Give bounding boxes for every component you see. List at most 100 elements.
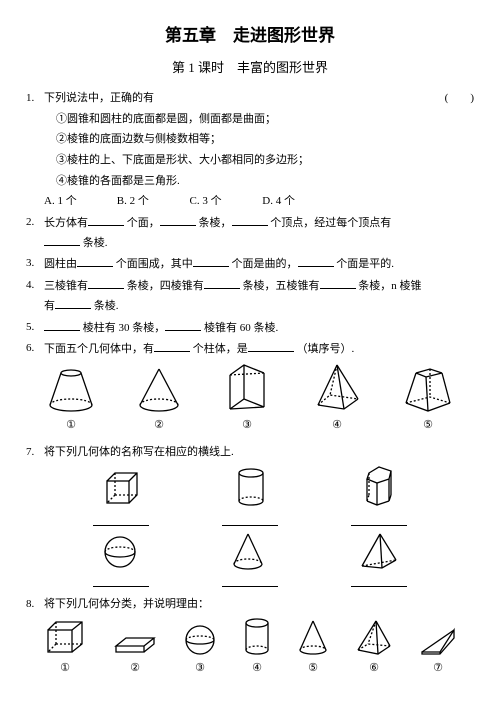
fig-label-2: ② (134, 416, 184, 435)
blank (93, 574, 149, 587)
q2-a: 长方体有 (44, 217, 88, 229)
q5-b: 棱柱有 30 条棱， (83, 322, 166, 334)
fig8-cylinder: ④ (242, 616, 272, 678)
fig8-label-6: ⑥ (354, 659, 394, 678)
fig-label-4: ④ (310, 416, 364, 435)
q7-shapes-row2 (26, 530, 474, 572)
fig8-pyramid: ⑥ (354, 618, 394, 678)
fig-triangular-prism: ③ (220, 361, 274, 435)
blank (88, 276, 124, 289)
blank (204, 276, 240, 289)
q5-c: 棱锥有 60 条棱. (204, 322, 278, 334)
question-4: 4. 三棱锥有 条棱，四棱锥有 条棱，五棱锥有 条棱，n 棱锥 有 条棱. (26, 276, 474, 315)
fig8-label-3: ③ (182, 659, 218, 678)
question-3: 3. 圆柱由 个面围成，其中 个面是曲的， 个面是平的. (26, 254, 474, 274)
q1-choices: A. 1 个 B. 2 个 C. 3 个 D. 4 个 (26, 192, 474, 211)
q1-choice-d: D. 4 个 (262, 192, 332, 211)
blank (193, 254, 229, 267)
blank (93, 513, 149, 526)
q3-c: 个面是曲的， (232, 258, 298, 270)
q6-a: 下面五个几何体中，有 (44, 343, 154, 355)
q3-b: 个面围成，其中 (116, 258, 193, 270)
q1-sub3: ③棱柱的上、下底面是形状、大小都相同的多边形； (44, 154, 309, 166)
fig-cone2 (228, 530, 268, 572)
blank (232, 213, 268, 226)
question-8: 8. 将下列几何体分类，并说明理由： (26, 595, 474, 614)
q2-d: 个顶点，经过每个顶点有 (270, 217, 391, 229)
q1-sub1: ①圆锥和圆柱的底面都是圆，侧面都是曲面； (44, 113, 276, 125)
q1-choice-c: C. 3 个 (190, 192, 260, 211)
q2-num: 2. (26, 213, 34, 232)
q2-c: 条棱， (199, 217, 232, 229)
q7-blanks-row2 (26, 574, 474, 587)
q7-blanks-row1 (26, 513, 474, 526)
q7-stem: 将下列几何体的名称写在相应的横线上. (44, 446, 234, 458)
fig8-label-1: ① (42, 659, 88, 678)
blank (222, 574, 278, 587)
q6-b: 个柱体，是 (193, 343, 248, 355)
blank (77, 254, 113, 267)
q8-figures: ① ② ③ ④ (26, 616, 474, 678)
q4-a: 三棱锥有 (44, 280, 88, 292)
fig-label-3: ③ (220, 416, 274, 435)
chapter-title: 第五章 走进图形世界 (26, 22, 474, 51)
q3-d: 个面是平的. (336, 258, 394, 270)
blank (88, 213, 124, 226)
blank (351, 574, 407, 587)
fig-sphere (100, 532, 140, 572)
lesson-title: 第 1 课时 丰富的图形世界 (26, 57, 474, 79)
fig-label-5: ⑤ (400, 416, 456, 435)
q7-num: 7. (26, 443, 34, 462)
fig-cylinder (234, 465, 268, 509)
q4-d: 条棱，n 棱锥 (358, 280, 421, 292)
q6-figures: ① ② ③ (26, 361, 474, 435)
q2-b: 个面， (127, 217, 160, 229)
fig8-cuboid: ① (42, 616, 88, 678)
fig8-wedge: ⑦ (418, 624, 458, 678)
fig8-label-5: ⑤ (296, 659, 330, 678)
question-1: 1. 下列说法中，正确的有 ( ) (26, 89, 474, 108)
q3-a: 圆柱由 (44, 258, 77, 270)
fig-square-pyramid: ④ (310, 361, 364, 435)
q4-f: 条棱. (94, 300, 119, 312)
q1-num: 1. (26, 89, 34, 108)
q6-num: 6. (26, 339, 34, 358)
blank (160, 213, 196, 226)
q2-e: 条棱. (83, 237, 108, 249)
fig-tri-pyramid (356, 530, 400, 572)
q4-c: 条棱，五棱锥有 (243, 280, 320, 292)
fig-label-1: ① (44, 416, 98, 435)
blank (44, 233, 80, 246)
fig8-label-7: ⑦ (418, 659, 458, 678)
q1-sub2: ②棱锥的底面边数与侧棱数相等； (44, 133, 221, 145)
fig-cone: ② (134, 365, 184, 435)
fig-hex-prism (359, 463, 399, 509)
blank (44, 318, 80, 331)
q3-num: 3. (26, 254, 34, 273)
blank (154, 339, 190, 352)
blank (351, 513, 407, 526)
fig8-cone: ⑤ (296, 618, 330, 678)
q1-sub4: ④棱锥的各面都是三角形. (44, 175, 180, 187)
question-5: 5. 棱柱有 30 条棱， 棱锥有 60 条棱. (26, 318, 474, 338)
blank (222, 513, 278, 526)
fig-frustum: ① (44, 365, 98, 435)
blank (298, 254, 334, 267)
fig8-label-4: ④ (242, 659, 272, 678)
q4-b: 条棱，四棱锥有 (127, 280, 204, 292)
question-6: 6. 下面五个几何体中，有 个柱体，是 （填序号）. (26, 339, 474, 359)
q4-num: 4. (26, 276, 34, 295)
fig8-sphere: ③ (182, 622, 218, 678)
q8-stem: 将下列几何体分类，并说明理由： (44, 598, 209, 610)
q1-choice-a: A. 1 个 (44, 192, 114, 211)
fig-prism-frustum: ⑤ (400, 363, 456, 435)
q1-paren: ( ) (445, 89, 474, 108)
fig8-flat-cuboid: ② (112, 628, 158, 678)
blank (165, 318, 201, 331)
q4-e: 有 (44, 300, 55, 312)
fig8-label-2: ② (112, 659, 158, 678)
question-2: 2. 长方体有 个面， 条棱， 个顶点，经过每个顶点有 条棱. (26, 213, 474, 252)
q1-stem: 下列说法中，正确的有 (44, 92, 154, 104)
question-7: 7. 将下列几何体的名称写在相应的横线上. (26, 443, 474, 462)
fig-cube (101, 467, 143, 509)
